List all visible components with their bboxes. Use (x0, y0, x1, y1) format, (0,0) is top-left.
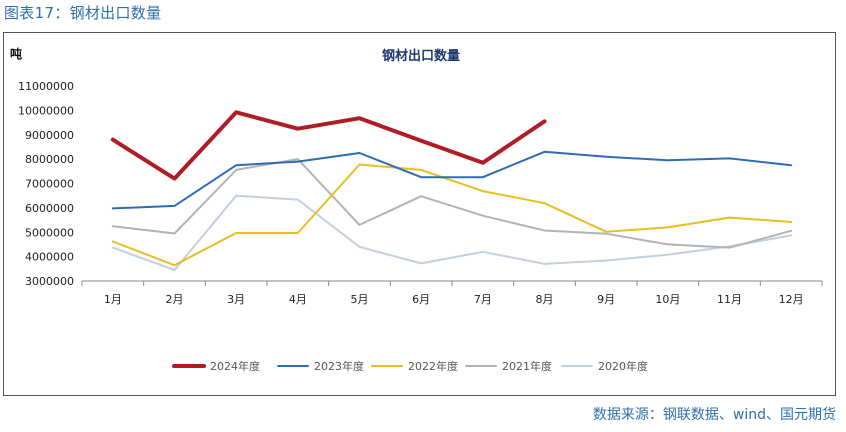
series-line-2020年度 (111, 194, 793, 271)
y-tick-label: 10000000 (18, 104, 74, 117)
figure-caption: 图表17：钢材出口数量 (4, 4, 162, 22)
x-tick-label: 9月 (597, 293, 615, 306)
y-tick-label: 5000000 (25, 226, 74, 239)
x-tick-label: 3月 (227, 293, 245, 306)
x-tick-label: 2月 (166, 293, 184, 306)
legend-label: 2023年度 (314, 359, 364, 373)
y-tick-label: 3000000 (25, 275, 74, 288)
x-tick-label: 8月 (536, 293, 554, 306)
x-tick-label: 11月 (717, 293, 742, 306)
x-tick-label: 1月 (104, 293, 122, 306)
series-line-2021年度 (111, 158, 793, 249)
series-line-2023年度 (111, 150, 793, 210)
y-tick-label: 9000000 (25, 129, 74, 142)
y-axis-unit-label: 吨 (10, 46, 22, 61)
x-tick-label: 6月 (412, 293, 430, 306)
chart-frame: 钢材出口数量 吨 3000000 4000000 5000000 6000000 700… (3, 32, 836, 396)
legend-label: 2021年度 (502, 359, 552, 373)
x-tick-label: 5月 (351, 293, 369, 306)
series-lines (110, 110, 793, 271)
x-tick-label: 12月 (779, 293, 804, 306)
x-tick-label: 10月 (655, 293, 680, 306)
y-tick-label: 7000000 (25, 178, 74, 191)
legend: 2024年度 2023年度 2022年度 2021年度 2020年度 (172, 359, 648, 373)
legend-label: 2022年度 (408, 359, 458, 373)
line-chart: 钢材出口数量 吨 3000000 4000000 5000000 6000000 700… (10, 46, 823, 373)
y-tick-label: 6000000 (25, 202, 74, 215)
y-tick-label: 11000000 (18, 80, 74, 93)
y-tick-label: 4000000 (25, 251, 74, 264)
y-axis: 3000000 4000000 5000000 6000000 7000000 80000… (18, 80, 74, 288)
series-line-2022年度 (111, 163, 793, 267)
legend-label: 2020年度 (598, 359, 648, 373)
legend-label: 2024年度 (210, 359, 260, 373)
series-line-2024年度 (110, 110, 547, 181)
x-tick-label: 4月 (289, 293, 307, 306)
x-axis: 1月 2月 3月 4月 5月 6月 7月 8月 9月 10月 11月 12月 (81, 280, 823, 306)
x-tick-label: 7月 (474, 293, 492, 306)
source-note: 数据来源：钢联数据、wind、国元期货 (592, 407, 836, 423)
y-tick-label: 8000000 (25, 153, 74, 166)
chart-title: 钢材出口数量 (382, 48, 460, 64)
